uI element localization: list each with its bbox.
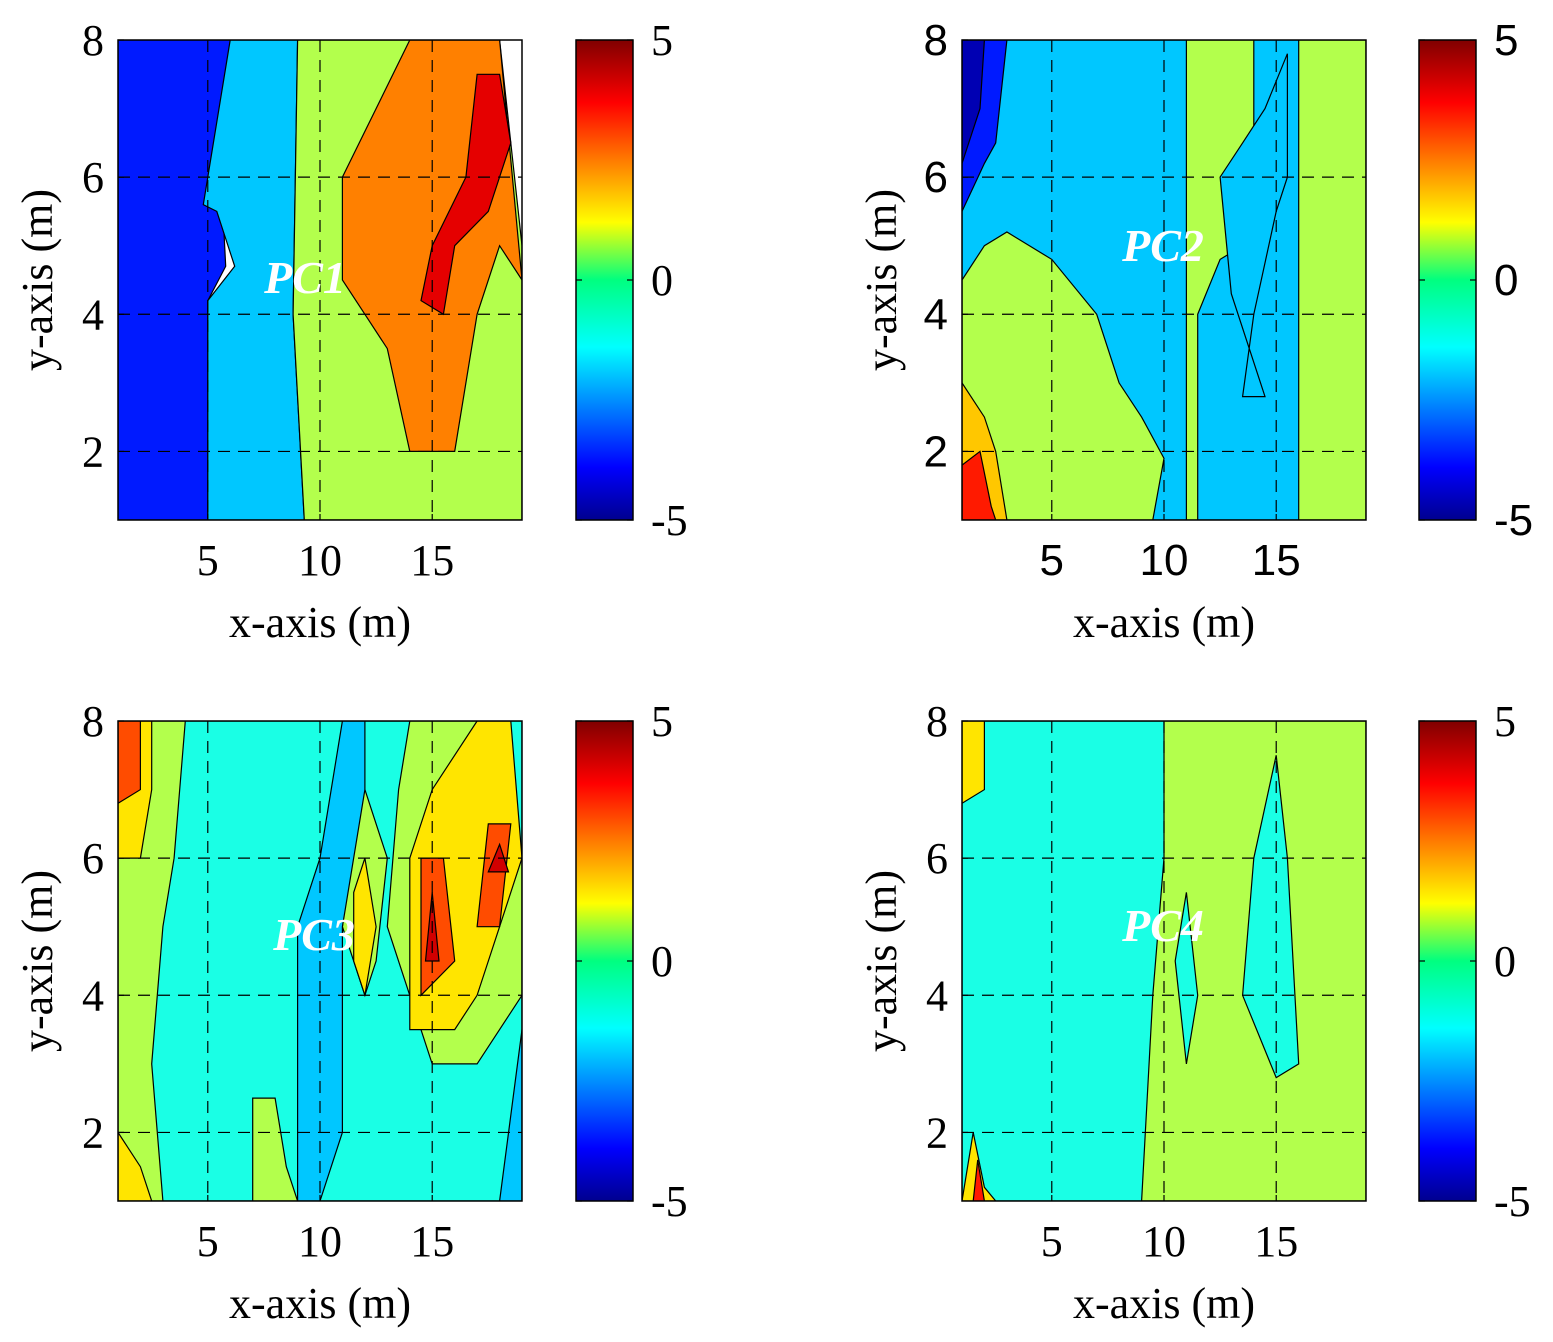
x-tick-label: 10 — [1142, 1217, 1186, 1266]
grid — [118, 40, 522, 520]
colorbar-tick-label: 5 — [651, 16, 673, 65]
panel-pc4: 5 10 15 2 4 6 8 x-axis (m) y-axis (m) PC4 5 0 -5 — [857, 697, 1531, 1328]
x-tick-label: 15 — [410, 1217, 454, 1266]
y-tick-label: 4 — [82, 290, 104, 339]
y-tick-label: 4 — [926, 971, 948, 1020]
panel-pc1: 5 10 15 2 4 6 8 x-axis (m) y-axis (m) PC1 5 0 -5 — [13, 16, 688, 647]
y-tick-label: 2 — [82, 427, 104, 476]
x-axis-label: x-axis (m) — [229, 598, 411, 647]
contour-region-1-0 — [962, 231, 1165, 520]
panel-title: PC1 — [263, 252, 346, 303]
x-axis-label: x-axis (m) — [229, 1279, 411, 1328]
colorbar-tick-label: -5 — [1494, 1177, 1531, 1226]
contour-fills — [118, 40, 522, 520]
colorbar-tick-label: 5 — [651, 697, 673, 746]
x-tick-label: 15 — [1254, 1217, 1298, 1266]
y-axis-label: y-axis (m) — [13, 870, 62, 1052]
x-axis-label: x-axis (m) — [1073, 598, 1255, 647]
x-tick-label: 15 — [1252, 536, 1301, 585]
x-tick-label: 10 — [298, 1217, 342, 1266]
contour-region-4-0 — [972, 1159, 986, 1201]
contour-region-5-0 — [297, 721, 366, 1201]
contour-fills — [118, 721, 522, 1201]
panel-title: PC2 — [1121, 220, 1204, 271]
y-tick-label: 4 — [82, 971, 104, 1020]
y-tick-label: 6 — [926, 834, 948, 883]
x-tick-label: 5 — [1041, 1217, 1063, 1266]
colorbar-tick-label: 0 — [651, 937, 673, 986]
grid — [962, 40, 1366, 520]
y-axis-label: y-axis (m) — [13, 189, 62, 371]
y-tick-label: 8 — [82, 697, 104, 746]
contour-region-2-2 — [353, 857, 377, 996]
y-tick-label: 8 — [926, 697, 948, 746]
contour-region-5-0 — [420, 73, 512, 316]
panel-title: PC4 — [1121, 900, 1204, 951]
contour-region-3-0 — [962, 721, 986, 805]
x-tick-label: 5 — [197, 536, 219, 585]
panel-pc3: 5 10 15 2 4 6 8 x-axis (m) y-axis (m) PC3 5 0 -5 — [13, 697, 688, 1328]
grid — [962, 721, 1366, 1201]
x-tick-label: 10 — [1140, 536, 1189, 585]
colorbar — [575, 39, 634, 521]
contour-region-2-0 — [1219, 53, 1289, 398]
contour-region-4-0 — [962, 450, 997, 520]
grid — [118, 721, 522, 1201]
colorbar-tick-label: -5 — [651, 496, 688, 545]
contour-region-2-1 — [1174, 892, 1199, 1064]
colorbar-tick-label: 0 — [651, 256, 673, 305]
x-tick-label: 5 — [1040, 536, 1064, 585]
contour-region-1-2 — [1298, 40, 1366, 520]
panel-pc2: 5 10 15 2 4 6 8 x-axis (m) y-axis (m) PC2 5 0 -5 — [857, 16, 1533, 647]
colorbar — [1418, 39, 1477, 521]
contour-region-2-1 — [118, 1131, 153, 1201]
y-tick-label: 2 — [82, 1108, 104, 1157]
x-tick-label: 15 — [410, 536, 454, 585]
x-tick-label: 5 — [197, 1217, 219, 1266]
panel-title: PC3 — [272, 909, 355, 960]
y-tick-label: 2 — [926, 1108, 948, 1157]
contour-region-5-1 — [498, 1029, 522, 1201]
y-tick-label: 2 — [924, 427, 948, 476]
y-axis-label: y-axis (m) — [857, 189, 906, 371]
x-tick-label: 10 — [298, 536, 342, 585]
x-axis-label: x-axis (m) — [1073, 1279, 1255, 1328]
y-tick-label: 8 — [924, 16, 948, 65]
y-tick-label: 4 — [924, 290, 948, 339]
colorbar — [575, 720, 634, 1202]
y-axis-label: y-axis (m) — [857, 870, 906, 1052]
y-tick-label: 6 — [82, 153, 104, 202]
contour-region-6-0 — [962, 40, 986, 164]
contour-region-3-0 — [118, 721, 141, 805]
y-tick-label: 6 — [924, 153, 948, 202]
colorbar-tick-label: -5 — [651, 1177, 688, 1226]
colorbar-tick-label: 5 — [1494, 16, 1518, 65]
colorbar-tick-label: 0 — [1494, 937, 1516, 986]
colorbar-tick-label: -5 — [1494, 496, 1533, 545]
colorbar — [1418, 720, 1477, 1202]
y-tick-label: 6 — [82, 834, 104, 883]
colorbar-tick-label: 5 — [1494, 697, 1516, 746]
colorbar-tick-label: 0 — [1494, 256, 1518, 305]
y-tick-label: 8 — [82, 16, 104, 65]
